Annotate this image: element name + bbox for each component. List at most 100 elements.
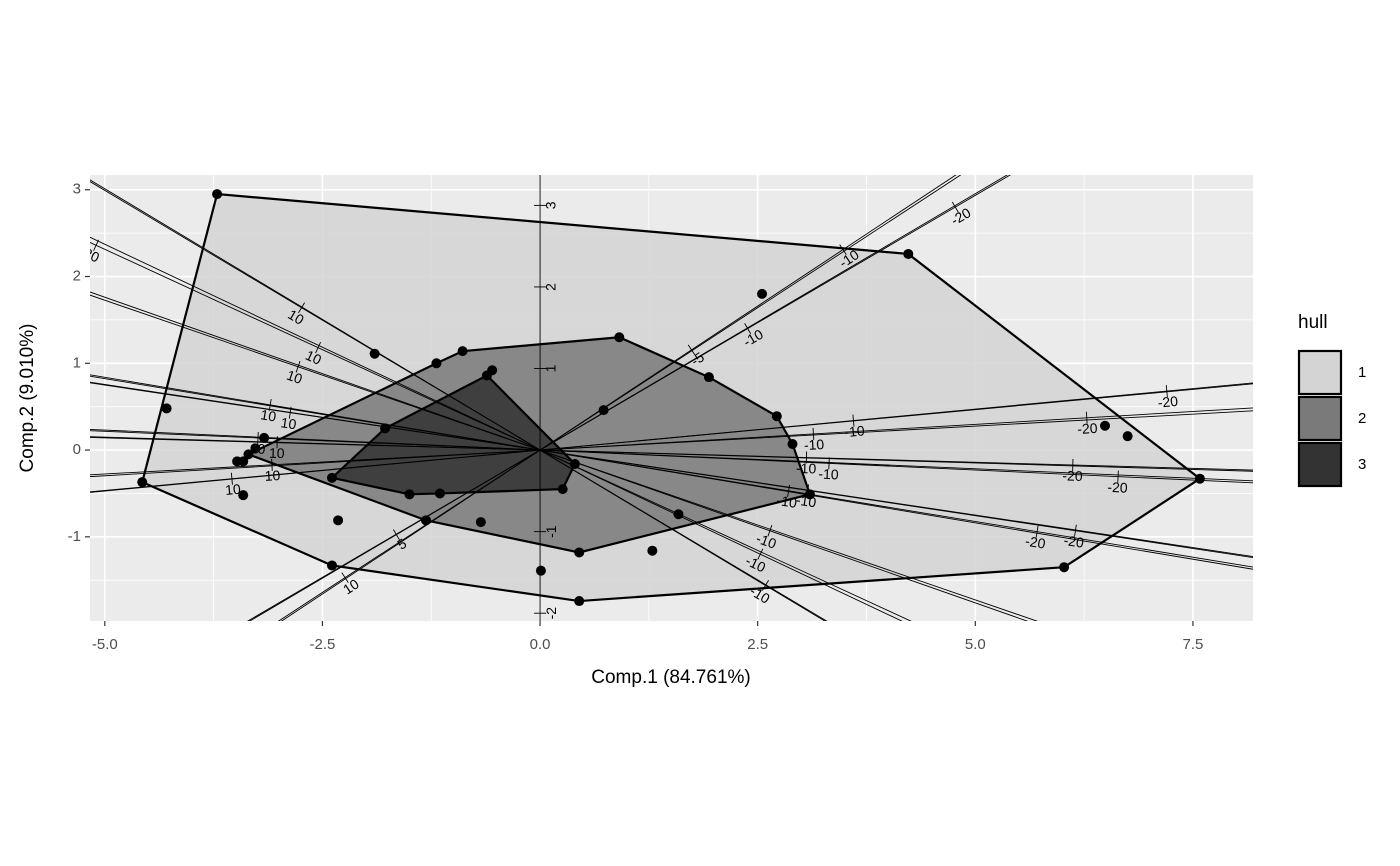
- point: [238, 456, 249, 467]
- point: [757, 288, 768, 299]
- point: [380, 423, 391, 434]
- biplot-tick: [839, 244, 847, 255]
- x-tick-label: -2.5: [309, 636, 335, 653]
- biplot-tick: [1035, 525, 1039, 538]
- point: [212, 189, 223, 200]
- point: [574, 596, 585, 607]
- biplot-tick: [852, 414, 855, 427]
- point: [327, 472, 338, 483]
- biplot-tick-label: -20: [1077, 420, 1098, 437]
- biplot-tick-label: -2: [543, 607, 559, 620]
- biplot-tick-label: -10: [818, 466, 839, 483]
- point: [614, 332, 625, 343]
- biplot-tick-label: 3: [543, 201, 559, 209]
- point: [421, 515, 432, 526]
- biplot-tick: [1165, 385, 1168, 398]
- biplot-tick: [812, 427, 815, 440]
- point: [1100, 420, 1111, 431]
- biplot-tick: [392, 529, 400, 541]
- biplot-tick-label: -20: [1107, 479, 1128, 496]
- legend-key: [1297, 349, 1343, 396]
- biplot-tick-label: -1: [543, 525, 559, 538]
- legend-key: [1297, 395, 1343, 442]
- y-tick-label: 3: [73, 181, 81, 198]
- biplot-tick: [828, 457, 830, 470]
- biplot-tick: [1074, 524, 1077, 537]
- point: [557, 484, 568, 495]
- biplot-tick-label: 10: [285, 367, 305, 387]
- x-tick-label: 2.5: [747, 636, 768, 653]
- point: [369, 348, 380, 359]
- x-axis-title: Comp.1 (84.761%): [591, 667, 750, 688]
- y-tick-label: 1: [73, 354, 81, 371]
- legend-title: hull: [1298, 312, 1328, 333]
- y-tick-label: -1: [68, 528, 81, 545]
- x-tick-label: 0.0: [530, 636, 551, 653]
- biplot-tick: [295, 360, 301, 373]
- biplot-tick-label: 10: [303, 347, 324, 368]
- biplot-tick-label: 10: [224, 481, 241, 498]
- x-tick-label: 7.5: [1183, 636, 1204, 653]
- biplot-tick: [767, 524, 773, 537]
- point: [481, 370, 492, 381]
- legend-label: 1: [1358, 364, 1366, 381]
- point: [647, 545, 658, 556]
- biplot-tick: [744, 323, 752, 334]
- point: [903, 248, 914, 259]
- biplot-tick: [341, 572, 349, 583]
- y-axis-title: Comp.2 (9.010%): [17, 324, 38, 473]
- point: [598, 405, 609, 416]
- biplot-tick: [951, 201, 959, 213]
- axes: -5.0 -2.5 0.0 2.5 5.0 7.5 -10 1 2 3: [68, 181, 1204, 653]
- point: [475, 517, 486, 528]
- point: [1122, 431, 1133, 442]
- point: [243, 449, 254, 460]
- point: [1194, 473, 1205, 484]
- point: [703, 372, 714, 383]
- biplot-tick: [687, 344, 696, 356]
- biplot-tick-label: 2: [543, 283, 559, 291]
- point: [457, 346, 468, 357]
- legend: 1 2 3: [1297, 349, 1366, 488]
- biplot-tick-label: 10: [269, 445, 285, 461]
- point: [787, 438, 798, 449]
- biplot-tick-label: 10: [259, 406, 277, 424]
- x-tick-label: -5.0: [92, 636, 118, 653]
- point: [673, 509, 684, 520]
- biplot-tick: [1085, 411, 1088, 424]
- point: [259, 432, 270, 443]
- biplot-tick-label: -20: [1062, 467, 1083, 484]
- point: [327, 560, 338, 571]
- biplot-tick: [757, 548, 764, 560]
- biplot-tick-label: -20: [1157, 393, 1179, 411]
- point: [434, 488, 445, 499]
- biplot-tick: [271, 458, 273, 471]
- biplot-tick-label: -10: [754, 530, 779, 552]
- biplot-tick-label: -10: [776, 492, 799, 511]
- biplot-tick-label: -20: [1063, 532, 1086, 551]
- point: [574, 547, 585, 558]
- point: [238, 490, 249, 501]
- point: [333, 515, 344, 526]
- biplot-tick-label: 10: [340, 575, 362, 597]
- biplot-tick-label: -10: [796, 460, 817, 477]
- point: [404, 489, 415, 500]
- biplot-tick: [93, 239, 100, 251]
- biplot-tick-label: 10: [280, 414, 298, 432]
- point: [535, 565, 546, 576]
- biplot-tick-label: -10: [803, 436, 824, 453]
- biplot-tick: [787, 484, 790, 497]
- y-tick-label: 2: [73, 267, 81, 284]
- x-tick-label: 5.0: [965, 636, 986, 653]
- biplot-tick: [1117, 470, 1119, 483]
- point: [161, 403, 172, 414]
- biplot-tick-label: -10: [743, 552, 768, 575]
- biplot-tick-label: 1: [543, 364, 559, 372]
- point: [250, 443, 261, 454]
- biplot-tick-label: 10: [285, 306, 307, 328]
- point: [569, 458, 580, 469]
- legend-label: 3: [1358, 456, 1366, 473]
- biplot-tick: [298, 302, 305, 314]
- biplot-tick-label: -20: [1024, 533, 1047, 552]
